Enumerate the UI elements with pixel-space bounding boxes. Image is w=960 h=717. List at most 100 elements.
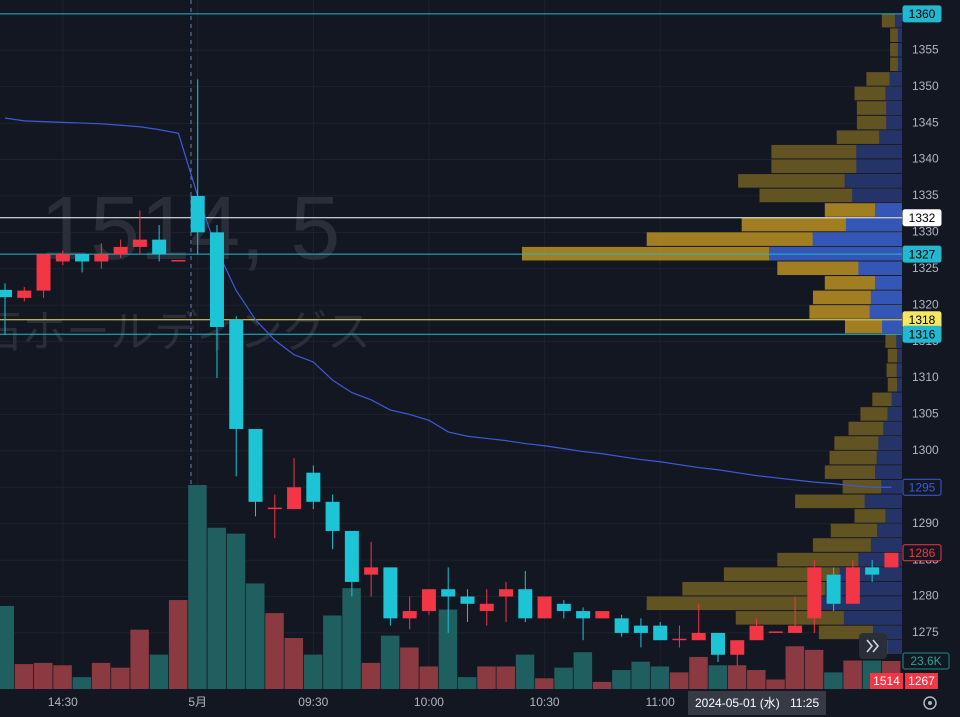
candle-body — [710, 632, 725, 655]
y-tick-label: 1340 — [912, 152, 939, 166]
volume-profile-bar-sell — [874, 465, 902, 479]
volume-profile-bar — [890, 57, 902, 72]
volume-profile-bar-sell — [886, 101, 902, 115]
y-tick-label: 1305 — [912, 407, 939, 421]
volume-profile-bar-sell — [891, 392, 902, 407]
price-badge — [902, 478, 942, 496]
x-tick-label: 5月 — [188, 695, 207, 709]
candle-body — [171, 260, 186, 262]
candle-body — [768, 631, 783, 633]
volume-profile-bar-sell — [896, 334, 902, 348]
price-axis — [902, 0, 960, 689]
candle-body — [460, 596, 475, 604]
candle-body — [595, 611, 610, 619]
volume-profile-bar-sell — [869, 305, 902, 319]
candle-body — [576, 611, 591, 619]
volume-bar — [14, 664, 34, 689]
candle-body — [287, 487, 302, 510]
vwap-line — [4, 117, 892, 488]
volume-bar — [0, 605, 14, 689]
settings-icon[interactable] — [923, 696, 937, 710]
volume-profile-bar-sell — [886, 115, 902, 130]
volume-profile-bar-sell — [870, 538, 902, 552]
y-tick-label: 1320 — [912, 297, 939, 311]
price-badge — [902, 209, 942, 227]
volume-profile-bar-sell — [874, 203, 902, 217]
volume-bar — [342, 588, 361, 689]
volume-profile-bar-sell — [876, 450, 902, 465]
candle-body — [518, 589, 533, 619]
candle-body — [364, 567, 379, 575]
candle-body — [402, 611, 417, 619]
volume-profile-bar-sell — [812, 232, 902, 246]
volume-profile-bar-sell — [887, 407, 902, 421]
volume-bar — [400, 647, 419, 689]
volume-bar — [361, 662, 381, 689]
candle-body — [499, 589, 514, 597]
settings-button[interactable] — [923, 696, 937, 710]
volume-bar — [246, 583, 265, 689]
x-tick-label: 09:30 — [298, 695, 328, 709]
volume-bar — [438, 609, 458, 689]
candle-body — [421, 589, 436, 612]
crosshair-label-bg — [688, 691, 826, 715]
candle-body — [344, 530, 359, 582]
volume-bar — [34, 662, 53, 689]
volume-profile-bar — [890, 42, 902, 57]
y-tick-label: 1345 — [912, 115, 939, 129]
candle-body — [190, 195, 205, 233]
x-tick-label: 11:00 — [646, 695, 675, 709]
candle-body — [0, 289, 12, 298]
volume-bar — [747, 670, 766, 689]
volume-bar — [824, 672, 843, 689]
candle-body — [152, 239, 167, 255]
volume-profile-bar-sell — [845, 217, 902, 232]
volume-profile-bar-sell — [885, 509, 902, 523]
volume-profile-bar-sell — [878, 436, 902, 450]
candle-body — [75, 254, 90, 262]
volume-bar — [477, 666, 496, 689]
price-badge — [902, 544, 942, 562]
price-badge — [902, 325, 942, 343]
volume-bar — [515, 654, 535, 689]
volume-profile-bar-sell — [856, 159, 902, 174]
candle-body — [55, 254, 70, 262]
volume-profile-bar-sell — [882, 319, 902, 334]
candle-body — [248, 428, 263, 502]
candle-body — [884, 552, 899, 568]
volume-bar — [323, 615, 342, 689]
volume-profile-bar-sell — [844, 174, 902, 188]
volume-bar — [149, 654, 169, 689]
y-tick-label: 1355 — [912, 42, 939, 56]
volume-bar — [650, 666, 670, 689]
scroll-button[interactable] — [859, 633, 887, 659]
candle-body — [267, 507, 282, 510]
settings-icon-dot — [928, 701, 932, 705]
symbol-badge — [870, 673, 903, 689]
y-tick-label: 1350 — [912, 79, 939, 93]
volume-profile-bar-sell — [897, 42, 902, 57]
x-tick-label: 10:00 — [414, 695, 444, 709]
y-tick-label: 1325 — [912, 261, 939, 275]
volume-badge — [902, 652, 950, 670]
volume-profile-bar-sell — [825, 581, 902, 596]
crosshair-time: 11:25 — [790, 696, 819, 710]
volume-badge-label: 23.6K — [910, 654, 941, 668]
volume-profile-bar-sell — [852, 188, 902, 203]
volume-profile-bar — [890, 28, 902, 42]
volume-bar — [612, 670, 631, 689]
candle-body — [730, 640, 745, 655]
candle-body — [94, 254, 109, 262]
crosshair-date: 2024-05-01 (水) — [695, 696, 780, 710]
volume-bar — [111, 667, 130, 689]
volume-profile-bar-sell — [894, 13, 902, 28]
volume-bar — [303, 654, 323, 689]
volume-bar — [188, 485, 207, 689]
candle-body — [807, 567, 822, 619]
volume-bar — [804, 649, 824, 689]
y-tick-label: 1300 — [912, 443, 939, 457]
y-tick-label: 1290 — [912, 516, 939, 530]
candle-body — [113, 246, 128, 255]
volume-bar — [207, 527, 226, 689]
